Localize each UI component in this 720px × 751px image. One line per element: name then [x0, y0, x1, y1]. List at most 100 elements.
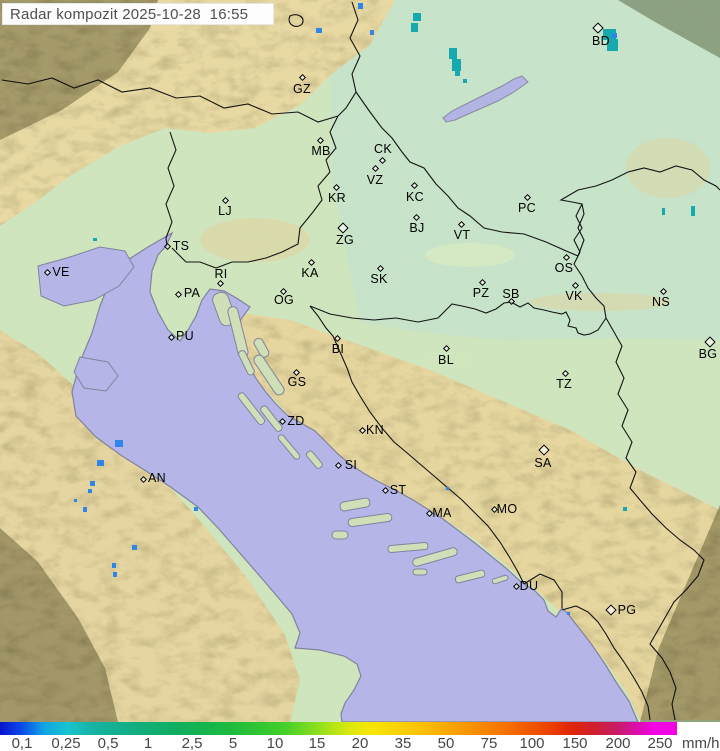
radar-echo — [88, 489, 92, 493]
radar-echo — [612, 33, 617, 38]
city-marker-icon — [381, 486, 389, 494]
radar-echo — [93, 238, 97, 241]
legend-tick-label: 2,5 — [181, 735, 203, 751]
city-label: ST — [389, 483, 407, 497]
title-text: Radar kompozit 2025-10-28 16:55 — [10, 5, 249, 23]
city-label: GZ — [293, 82, 311, 96]
radar-echo — [316, 28, 322, 33]
venice-lagoon — [37, 246, 135, 307]
city-label: NS — [652, 295, 670, 309]
radar-echo — [413, 13, 421, 21]
legend-labels: 0,1 0,25 0,5 1 2,5 5 10 15 20 35 50 75 100 150 200 250 m… — [0, 735, 720, 751]
radar-echo-layer — [74, 3, 695, 615]
city-label: BL — [438, 353, 454, 367]
city-label: BG — [698, 347, 718, 361]
city-label: PA — [183, 286, 201, 300]
city-label: KA — [301, 266, 319, 280]
city-marker-icon — [333, 334, 341, 342]
radar-echo — [411, 23, 418, 32]
legend-colorbar — [0, 722, 677, 735]
city-marker-icon — [523, 193, 531, 201]
city-label: KC — [406, 190, 424, 204]
radar-echo — [463, 79, 467, 83]
city-marker-icon — [298, 73, 306, 81]
city-marker-icon — [316, 136, 324, 144]
legend-tick-label: 20 — [351, 735, 369, 751]
city-marker-icon — [358, 426, 366, 434]
city-label: SK — [370, 272, 388, 286]
city-marker-icon — [332, 183, 340, 191]
city-label: BJ — [409, 221, 425, 235]
city-label: BD — [592, 34, 610, 48]
city-marker-icon — [659, 287, 667, 295]
legend-unit-label: mm/h — [682, 735, 720, 751]
coastal-lagoon — [73, 356, 119, 392]
city-label: MA — [432, 506, 452, 520]
legend-tick-label: 0,1 — [11, 735, 33, 751]
city-marker-icon — [412, 213, 420, 221]
legend-tick-label: 250 — [647, 735, 673, 751]
city-marker-icon — [478, 278, 486, 286]
city-label: VE — [52, 265, 70, 279]
city-marker-icon — [371, 164, 379, 172]
legend-tick-label: 150 — [562, 735, 588, 751]
city-marker-icon — [221, 196, 229, 204]
radar-echo — [607, 39, 618, 51]
legend-tick-label: 1 — [143, 735, 153, 751]
basemap-svg — [0, 0, 720, 722]
city-marker-icon — [512, 582, 520, 590]
city-marker-icon — [163, 242, 171, 250]
city-label: PC — [518, 201, 536, 215]
city-label: TZ — [556, 377, 572, 391]
radar-echo — [662, 208, 665, 215]
city-label: PG — [617, 603, 637, 617]
city-marker-icon — [376, 264, 384, 272]
city-label: TS — [172, 239, 190, 253]
city-label: ZD — [287, 414, 305, 428]
adriatic-sea — [37, 75, 639, 722]
city-marker-icon — [571, 281, 579, 289]
city-label: MB — [311, 144, 331, 158]
coverage-shadow — [0, 0, 720, 722]
radar-echo — [115, 440, 123, 447]
city-label: VT — [453, 228, 471, 242]
city-marker-icon — [442, 344, 450, 352]
legend-tick-label: 10 — [266, 735, 284, 751]
radar-echo — [113, 572, 117, 577]
city-label: OG — [273, 293, 295, 307]
borders — [1, 1, 720, 721]
lake-balaton — [442, 75, 529, 123]
radar-echo — [446, 487, 449, 490]
city-marker-icon — [562, 253, 570, 261]
radar-echo — [449, 48, 457, 59]
radar-echo — [623, 507, 627, 511]
city-marker-icon — [174, 290, 182, 298]
city-marker-icon — [605, 604, 617, 616]
legend-tick-label: 35 — [394, 735, 412, 751]
city-label: DU — [519, 579, 539, 593]
city-label: SI — [344, 458, 358, 472]
legend-tick-label: 5 — [228, 735, 238, 751]
city-marker-icon — [561, 369, 569, 377]
city-label: PU — [176, 329, 194, 343]
city-label: GS — [287, 375, 307, 389]
radar-echo — [358, 3, 363, 9]
city-label: KR — [328, 191, 346, 205]
radar-echo — [194, 507, 198, 511]
city-label: LJ — [218, 204, 232, 218]
legend-tick-label: 100 — [519, 735, 545, 751]
city-label: PZ — [472, 286, 490, 300]
city-marker-icon — [278, 417, 286, 425]
islands — [212, 291, 509, 585]
radar-echo — [90, 481, 95, 486]
legend-tick-label: 15 — [308, 735, 326, 751]
city-marker-icon — [139, 475, 147, 483]
city-label: OS — [554, 261, 574, 275]
city-marker-icon — [167, 333, 175, 341]
city-marker-icon — [43, 268, 51, 276]
city-label: SA — [534, 456, 552, 470]
city-layer: GZ BD MB CK VZ KR KC PC LJ BJ VT TS ZG OS VE RI KA SK PA OG… — [43, 22, 718, 617]
city-marker-icon — [337, 222, 349, 234]
city-label: VZ — [366, 173, 384, 187]
